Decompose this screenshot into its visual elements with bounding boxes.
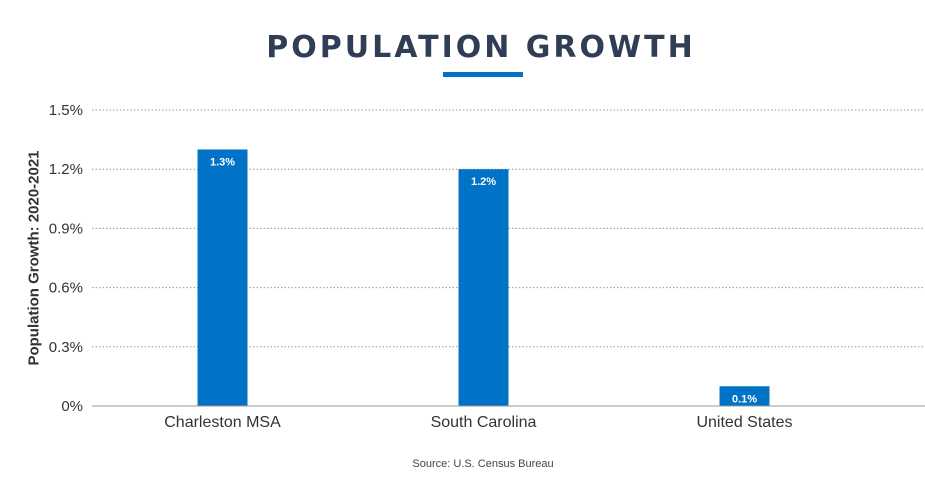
y-tick-labels: 0% 0.3% 0.6% 0.9% 1.2% 1.5% <box>49 102 83 415</box>
y-tick-label: 0.3% <box>49 339 83 356</box>
bar <box>197 149 248 406</box>
data-labels: 1.3% 1.2% 0.1% <box>210 156 757 405</box>
title-underline <box>443 72 523 77</box>
source-note: Source: U.S. Census Bureau <box>412 458 554 470</box>
category-labels: Charleston MSA South Carolina United State… <box>164 414 792 431</box>
y-tick-label: 0% <box>61 398 83 415</box>
data-label: 1.3% <box>210 156 235 168</box>
y-tick-label: 0.9% <box>49 220 83 237</box>
category-label: Charleston MSA <box>164 414 281 431</box>
page-title: POPULATION GROWTH <box>266 30 696 65</box>
y-tick-label: 1.2% <box>49 161 83 178</box>
y-tick-label: 1.5% <box>49 102 83 119</box>
bar <box>719 386 770 406</box>
bar <box>458 169 509 406</box>
bars <box>197 149 770 406</box>
category-label: United States <box>696 414 792 431</box>
data-label: 0.1% <box>732 393 757 405</box>
category-label: South Carolina <box>431 414 537 431</box>
data-label: 1.2% <box>471 176 496 188</box>
y-tick-label: 0.6% <box>49 280 83 297</box>
